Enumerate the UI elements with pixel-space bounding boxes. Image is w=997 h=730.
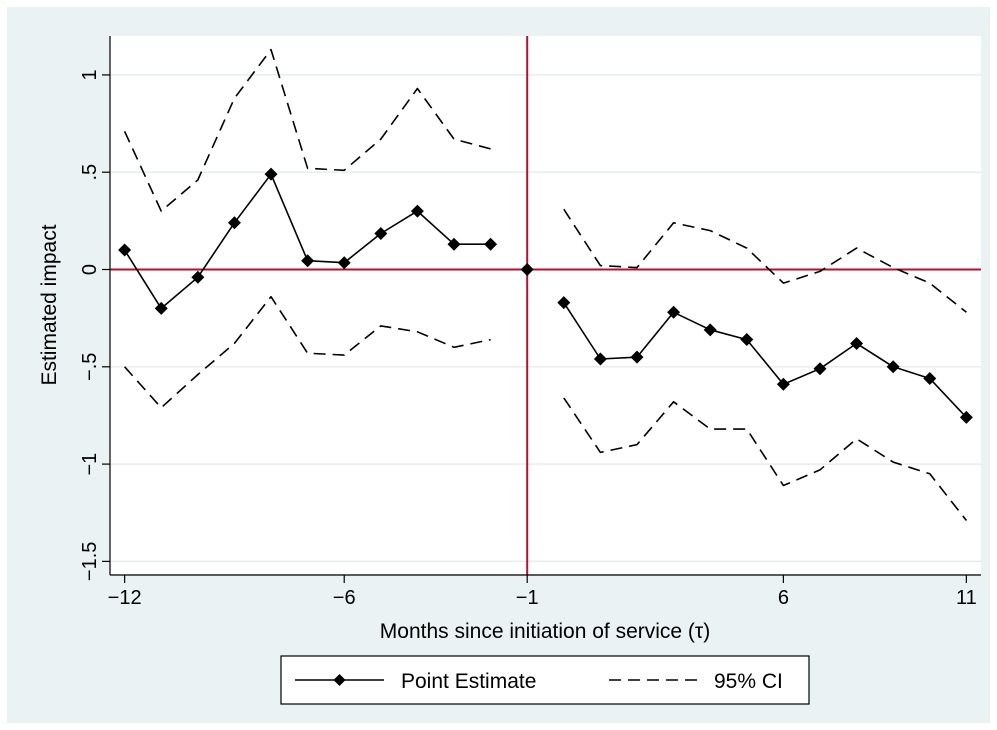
point-estimate-marker — [703, 323, 717, 337]
point-estimate-marker — [264, 167, 278, 181]
x-tick-label: 6 — [778, 587, 789, 609]
point-estimate-marker — [959, 410, 973, 424]
x-axis-ticks: −12 −6 −1 6 11 — [108, 575, 977, 609]
point-estimate-marker — [740, 333, 754, 347]
point-estimate-marker — [630, 350, 644, 364]
x-axis-title: Months since initiation of service (τ) — [380, 620, 710, 643]
point-estimate-marker — [410, 204, 424, 218]
y-axis-ticks: 1 .5 0 −.5 −1 −1.5 — [79, 69, 110, 581]
point-estimate-marker — [447, 237, 461, 251]
y-tick-label: −1.5 — [79, 542, 101, 581]
ci-bound-line — [123, 48, 491, 212]
point-estimate-marker — [520, 263, 534, 277]
legend-diamond-marker — [333, 674, 346, 686]
reference-lines — [110, 36, 981, 575]
ci-bound-line — [563, 208, 967, 313]
series-layer — [118, 48, 973, 521]
point-estimate-marker — [374, 227, 388, 241]
y-tick-label: 0 — [79, 264, 101, 275]
point-estimate-marker — [923, 371, 937, 385]
y-tick-label: −1 — [79, 453, 101, 476]
point-estimate-marker — [813, 362, 827, 376]
y-tick-label: −.5 — [79, 353, 101, 381]
legend: Point Estimate 95% CI — [280, 655, 810, 705]
point-estimate-marker — [850, 336, 864, 350]
ci-bound-line — [563, 397, 968, 521]
x-tick-label: −1 — [516, 587, 539, 609]
point-estimate-marker — [154, 301, 168, 315]
point-estimate-marker — [227, 216, 241, 230]
legend-label-ci: 95% CI — [714, 670, 783, 693]
x-tick-label: −6 — [333, 587, 356, 609]
x-tick-label: −12 — [108, 587, 142, 609]
y-axis-title: Estimated impact — [38, 224, 61, 385]
point-estimate-marker — [118, 243, 132, 257]
point-estimate-marker — [776, 377, 790, 391]
point-estimate-marker — [667, 305, 681, 319]
point-estimate-marker — [484, 237, 498, 251]
point-estimate-marker — [593, 352, 607, 366]
axes — [109, 36, 981, 576]
plot-area — [110, 36, 981, 574]
point-estimate-marker — [191, 270, 205, 284]
ci-bound-line — [124, 295, 491, 409]
point-estimate-marker — [886, 360, 900, 374]
point-estimate-marker — [557, 296, 571, 310]
point-estimate-marker — [337, 256, 351, 270]
y-tick-label: .5 — [79, 164, 101, 181]
y-tick-label: 1 — [79, 69, 101, 80]
point-estimate-marker — [301, 254, 315, 268]
x-tick-label: 11 — [956, 587, 977, 609]
legend-label-point-estimate: Point Estimate — [401, 670, 536, 693]
